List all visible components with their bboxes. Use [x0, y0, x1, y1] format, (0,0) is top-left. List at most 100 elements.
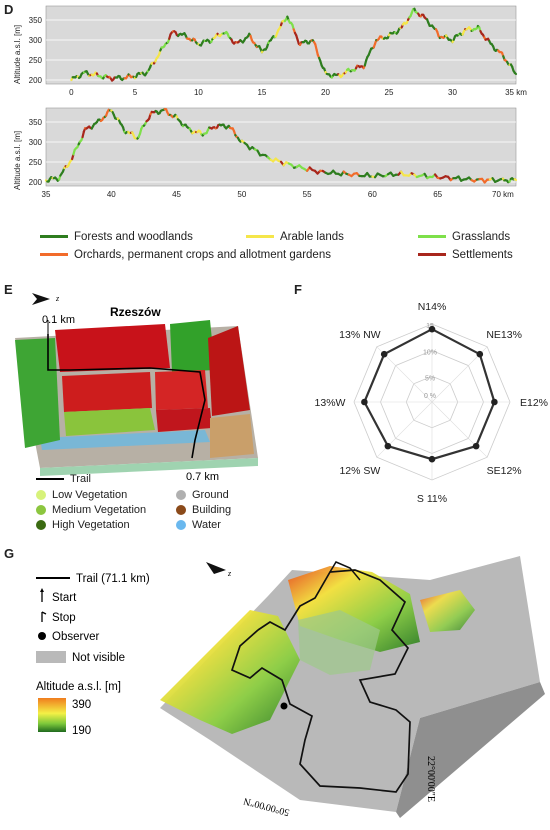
profile-bottom-xtick: 65 [433, 190, 442, 199]
radar-label-sw: 12% SW [339, 465, 380, 477]
radar-ring-label: 5% [425, 375, 435, 382]
vegetation-left [15, 338, 60, 448]
radar-point-se [472, 442, 480, 450]
legend-arable-label: Arable lands [280, 231, 344, 243]
terrain-side [396, 682, 545, 818]
legend-e-med-veg-swatch [36, 505, 46, 516]
buildings-east [155, 370, 208, 410]
legend-g-stop-icon [41, 611, 47, 622]
legend-e-high-veg-swatch [36, 520, 46, 531]
radar-label-e: E12% [520, 397, 548, 409]
profile-bottom-ytick: 250 [29, 158, 43, 167]
profile-bottom: 35 40 45 50 55 60 65 70 km 200 250 300 350 Altitud… [13, 107, 518, 199]
legend-e-ground-swatch [176, 490, 186, 501]
legend-g-altitude-title: Altitude a.s.l. [m] [36, 681, 121, 693]
radar-point-s [428, 455, 436, 463]
observer-marker [280, 702, 288, 710]
legend-settlements-swatch [418, 253, 446, 257]
legend-e-low-veg-swatch [36, 490, 46, 501]
profile-top-xtick: 20 [321, 88, 330, 97]
radar-ring-label: 10% [423, 350, 437, 357]
legend-g-start-label: Start [52, 592, 77, 604]
radar-point-ne [476, 350, 484, 358]
profile-top-xtick: 35 km [505, 88, 527, 97]
profile-bottom-yticks: 200 250 300 350 [29, 118, 43, 187]
profile-bottom-segment [513, 178, 518, 182]
legend-e-ground-label: Ground [192, 489, 229, 501]
trail-g-loop [329, 561, 361, 581]
legend-arable: Arable lands [246, 231, 344, 243]
radar-label-n: N14% [418, 301, 447, 313]
radar-point-nw [380, 350, 388, 358]
legend-g-not-visible-label: Not visible [72, 652, 125, 664]
north-arrow-g-icon [206, 562, 226, 574]
buildings-south [156, 408, 212, 432]
panel-label-g: G [4, 546, 15, 561]
buildings-north [55, 324, 170, 372]
legend-forests-swatch [40, 235, 68, 239]
profile-bottom-ylabel: Altitude a.s.l. [m] [13, 131, 22, 190]
profile-bottom-xtick: 60 [368, 190, 377, 199]
profile-top-xtick: 30 [448, 88, 457, 97]
legend-e-trail: Trail [36, 473, 91, 485]
profile-top-ytick: 300 [29, 36, 43, 45]
profile-top-line [70, 7, 518, 82]
profile-bottom-xtick: 45 [172, 190, 181, 199]
legend-e-trail-swatch [36, 478, 64, 481]
city-title: Rzeszów [110, 305, 161, 319]
city-slab-edge [40, 458, 258, 476]
legend-orchards: Orchards, permanent crops and allotment … [40, 249, 331, 261]
legend-arable-swatch [246, 235, 274, 239]
legend-e-building-swatch [176, 505, 186, 516]
profile-top-segment [513, 71, 518, 76]
legend-g-start-icon [40, 588, 44, 602]
north-arrow-e-label: z [55, 294, 60, 303]
radar-point-sw [384, 442, 392, 450]
legend-e-building: Building [176, 504, 231, 516]
legend-e-high-veg: High Vegetation [36, 519, 130, 531]
profile-top-yticks: 200 250 300 350 [29, 16, 43, 85]
radar-label-se: SE12% [487, 465, 522, 477]
legend-g-observer-label: Observer [52, 631, 99, 643]
legend-e-water-swatch [176, 520, 186, 531]
profile-top: 0 5 10 15 20 25 30 35 km 200 250 300 350 Altitude … [13, 5, 527, 97]
radar-ring-label: 15 [426, 323, 434, 330]
terrain-ridge-west [160, 610, 300, 734]
legend-e-high-veg-label: High Vegetation [52, 519, 130, 531]
profile-top-xtick: 15 [257, 88, 266, 97]
radar-labels: N14% NE13% E12% SE12% S 11% 12% SW 13%W 13% NW [315, 301, 548, 505]
legend-e-water: Water [176, 519, 221, 531]
coord-north-label: 50°00'00"N [242, 795, 290, 818]
profile-top-grid [46, 19, 516, 81]
radar-point-w [361, 398, 368, 406]
profile-bottom-xtick: 50 [237, 190, 246, 199]
elevation-profiles: 0 5 10 15 20 25 30 35 km 200 250 300 350 Altitude … [13, 5, 527, 199]
ground-east [210, 414, 254, 458]
north-arrow-e: z [32, 293, 60, 305]
legend-grasslands: Grasslands [418, 231, 510, 243]
profile-bottom-ytick: 200 [29, 178, 43, 187]
canal [40, 430, 210, 450]
legend-e-med-veg: Medium Vegetation [36, 504, 146, 516]
radar-spoke [431, 401, 488, 458]
legend-settlements-label: Settlements [452, 249, 513, 261]
profile-top-ytick: 200 [29, 76, 43, 85]
legend-grasslands-label: Grasslands [452, 231, 511, 243]
profile-bottom-xticks: 35 40 45 50 55 60 65 70 km [42, 190, 515, 199]
altitude-colorbar [38, 698, 66, 732]
profile-bottom-bg [45, 107, 517, 187]
trail-e [47, 334, 206, 459]
legend-forests: Forests and woodlands [40, 231, 193, 243]
radar-ring-labels: 0 % 5% 10% 15 [423, 323, 437, 400]
profile-top-ytick: 250 [29, 56, 43, 65]
profile-top-xtick: 0 [69, 88, 74, 97]
altitude-min-label: 190 [72, 725, 91, 737]
legend-e-low-veg: Low Vegetation [36, 489, 127, 501]
aspect-radar-chart: 0 % 5% 10% 15 N14% NE13% E12% SE12% S 11% 12% SW… [315, 301, 548, 505]
marker-end-label: 0.7 km [186, 471, 219, 483]
radar-point-n [428, 325, 436, 333]
vegetation-north [170, 320, 215, 372]
panel-label-d: D [4, 2, 14, 17]
radar-label-nw: 13% NW [339, 329, 381, 341]
legend-forests-label: Forests and woodlands [74, 231, 193, 243]
